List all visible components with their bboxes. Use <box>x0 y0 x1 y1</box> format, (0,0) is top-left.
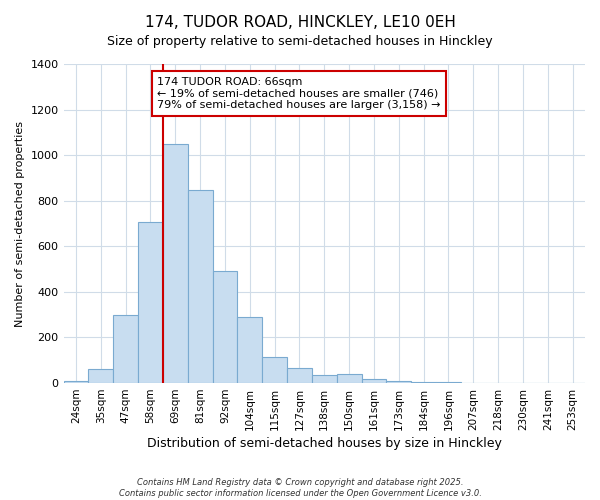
Bar <box>64 381 88 383</box>
Bar <box>287 368 312 383</box>
Y-axis label: Number of semi-detached properties: Number of semi-detached properties <box>15 120 25 326</box>
Text: 174, TUDOR ROAD, HINCKLEY, LE10 0EH: 174, TUDOR ROAD, HINCKLEY, LE10 0EH <box>145 15 455 30</box>
X-axis label: Distribution of semi-detached houses by size in Hinckley: Distribution of semi-detached houses by … <box>147 437 502 450</box>
Bar <box>113 314 138 383</box>
Bar <box>337 374 362 383</box>
Bar <box>386 381 411 383</box>
Bar <box>188 190 212 383</box>
Text: Contains HM Land Registry data © Crown copyright and database right 2025.
Contai: Contains HM Land Registry data © Crown c… <box>119 478 481 498</box>
Bar <box>163 144 188 383</box>
Bar <box>411 382 436 383</box>
Bar <box>362 379 386 383</box>
Bar <box>212 272 238 383</box>
Bar <box>238 317 262 383</box>
Bar <box>262 357 287 383</box>
Text: Size of property relative to semi-detached houses in Hinckley: Size of property relative to semi-detach… <box>107 35 493 48</box>
Text: 174 TUDOR ROAD: 66sqm
← 19% of semi-detached houses are smaller (746)
79% of sem: 174 TUDOR ROAD: 66sqm ← 19% of semi-deta… <box>157 77 441 110</box>
Bar <box>436 382 461 383</box>
Bar <box>88 369 113 383</box>
Bar <box>138 222 163 383</box>
Bar <box>312 375 337 383</box>
